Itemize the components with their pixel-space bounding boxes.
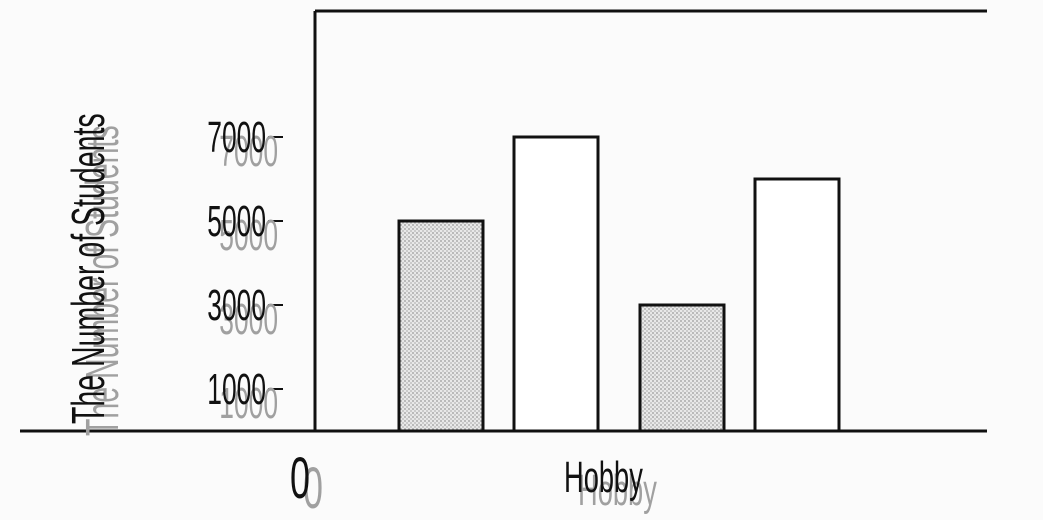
y-tick-label-shadow: 7000 (219, 126, 278, 176)
x-axis-title-shadow: Hobby (578, 465, 657, 514)
bars-group (397, 135, 841, 433)
y-tick-label: 1000 (207, 364, 266, 414)
y-tick-label-shadow: 1000 (219, 378, 278, 428)
bar-2 (512, 135, 600, 433)
bar-1 (397, 219, 485, 433)
x-axis-title: Hobby (564, 452, 643, 501)
y-axis-title-shadow: The Number of Students (77, 125, 129, 436)
y-tick-label-shadow: 3000 (219, 294, 278, 344)
y-tick-label: 7000 (207, 112, 266, 162)
bar-3 (638, 303, 726, 433)
x-origin-label-shadow: 0 (303, 456, 323, 520)
y-tick-label: 5000 (207, 196, 266, 246)
y-tick-label: 3000 (207, 280, 266, 330)
y-tick-label-shadow: 5000 (219, 210, 278, 260)
bar-4 (753, 177, 841, 433)
x-origin-label: 0 (290, 446, 310, 511)
y-axis-title: The Number of Students (63, 113, 115, 424)
